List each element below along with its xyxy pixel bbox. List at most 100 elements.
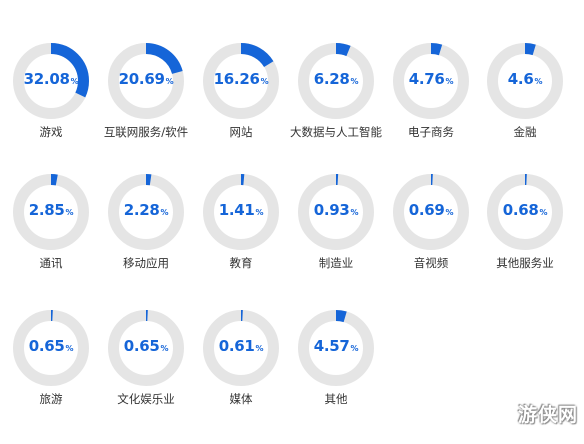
donut-ring	[13, 310, 89, 386]
donut-value-number: 0.69	[408, 201, 445, 219]
donut-value-number: 1.41	[218, 201, 255, 219]
donut-label: 移动应用	[123, 256, 169, 270]
donut-segment	[298, 43, 374, 119]
donut-value-unit: %	[445, 208, 454, 217]
donut-item: 0.69% 音视频	[383, 173, 478, 308]
donut-ring	[487, 174, 563, 250]
donut-item: 0.65% 旅游	[3, 309, 98, 444]
donut-item: 2.28% 移动应用	[98, 173, 193, 308]
donut-value-unit: %	[445, 77, 454, 86]
donut-ring	[298, 43, 374, 119]
donut-value-unit: %	[255, 208, 264, 217]
donut-value-number: 0.61	[218, 337, 255, 355]
donut-ring	[108, 174, 184, 250]
donut-segment	[203, 174, 279, 250]
donut-ring	[13, 174, 89, 250]
donut-value-number: 2.85	[28, 201, 65, 219]
donut-value-unit: %	[160, 208, 169, 217]
donut-value: 2.28%	[98, 199, 194, 224]
donut-item: 16.26% 网站	[193, 42, 288, 177]
donut-value: 1.41%	[193, 199, 289, 224]
donut-ring	[298, 310, 374, 386]
donut-label: 金融	[513, 125, 537, 139]
donut-value: 4.76%	[383, 68, 479, 93]
donut-value-number: 20.69	[118, 70, 165, 88]
donut-value-number: 0.93	[313, 201, 350, 219]
donut-value-unit: %	[65, 344, 74, 353]
donut-value: 0.69%	[383, 199, 479, 224]
donut-value: 0.65%	[3, 335, 99, 360]
donut-ring	[203, 174, 279, 250]
donut-segment	[108, 310, 184, 386]
donut-segment	[13, 174, 89, 250]
donut-item: 0.93% 制造业	[288, 173, 383, 308]
donut-item: 4.76% 电子商务	[383, 42, 478, 177]
donut-value: 6.28%	[288, 68, 384, 93]
donut-item: 20.69% 互联网服务/软件	[98, 42, 193, 177]
donut-segment	[298, 310, 374, 386]
donut-label: 互联网服务/软件	[103, 125, 189, 139]
donut-value: 0.65%	[98, 335, 194, 360]
donut-segment	[393, 174, 469, 250]
donut-item: 32.08% 游戏	[3, 42, 98, 177]
donut-segment	[108, 43, 184, 119]
donut-label: 媒体	[229, 392, 253, 406]
donut-value-number: 4.57	[313, 337, 350, 355]
donut-segment	[393, 43, 469, 119]
donut-label: 文化娱乐业	[117, 392, 175, 406]
donut-value-unit: %	[65, 208, 74, 217]
donut-segment	[108, 174, 184, 250]
donut-ring	[203, 43, 279, 119]
donut-label: 网站	[229, 125, 253, 139]
donut-value-unit: %	[255, 344, 264, 353]
donut-value-unit: %	[70, 77, 79, 86]
donut-ring	[13, 43, 89, 119]
donut-label: 旅游	[39, 392, 63, 406]
donut-value-number: 0.68	[502, 201, 539, 219]
donut-item: 1.41% 教育	[193, 173, 288, 308]
donut-label: 音视频	[413, 256, 449, 270]
donut-ring	[108, 310, 184, 386]
donut-value: 32.08%	[3, 68, 99, 93]
donut-value-number: 4.76	[408, 70, 445, 88]
donut-value-unit: %	[350, 208, 359, 217]
donut-label: 大数据与人工智能	[290, 125, 382, 139]
donut-value-unit: %	[160, 344, 169, 353]
donut-segment	[13, 310, 89, 386]
donut-label: 游戏	[39, 125, 63, 139]
donut-label: 其他	[324, 392, 348, 406]
donut-segment	[487, 174, 563, 250]
donut-label: 通讯	[39, 256, 63, 270]
donut-value-number: 16.26	[213, 70, 260, 88]
donut-ring	[203, 310, 279, 386]
donut-ring	[393, 43, 469, 119]
donut-segment	[13, 43, 89, 119]
donut-segment	[203, 310, 279, 386]
donut-value: 0.93%	[288, 199, 384, 224]
donut-value: 4.57%	[288, 335, 384, 360]
donut-item: 0.61% 媒体	[193, 309, 288, 444]
donut-ring	[487, 43, 563, 119]
donut-ring	[393, 174, 469, 250]
donut-value-number: 0.65	[123, 337, 160, 355]
donut-value: 0.61%	[193, 335, 289, 360]
donut-label: 制造业	[318, 256, 354, 270]
donut-value: 20.69%	[98, 68, 194, 93]
donut-item: 0.68% 其他服务业	[477, 173, 572, 308]
donut-value-number: 6.28	[313, 70, 350, 88]
donut-value-unit: %	[350, 344, 359, 353]
donut-value-number: 4.6	[507, 70, 534, 88]
donut-chart-grid: 32.08% 游戏 20.69% 互联网服务/软件 16.26% 网站 6.28% 大数据与人…	[3, 42, 573, 406]
donut-segment	[298, 174, 374, 250]
donut-value-unit: %	[350, 77, 359, 86]
donut-value: 16.26%	[193, 68, 289, 93]
donut-value: 4.6%	[477, 68, 573, 93]
donut-label: 其他服务业	[496, 256, 554, 270]
donut-value: 2.85%	[3, 199, 99, 224]
donut-value-unit: %	[260, 77, 269, 86]
donut-value-unit: %	[539, 208, 548, 217]
donut-label: 电子商务	[408, 125, 454, 139]
donut-value-number: 32.08	[23, 70, 70, 88]
donut-item: 0.65% 文化娱乐业	[98, 309, 193, 444]
donut-label: 教育	[229, 256, 253, 270]
